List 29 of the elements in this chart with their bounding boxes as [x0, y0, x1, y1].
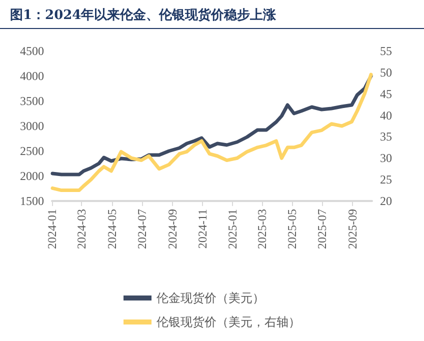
x-tick-label: 2025-09 — [346, 209, 360, 249]
y2-tick-label: 25 — [380, 172, 392, 187]
x-tick-label: 2025-05 — [285, 209, 299, 249]
x-tick-label: 2024-03 — [74, 209, 89, 249]
x-tick-label: 2025-07 — [315, 209, 330, 249]
y2-tick-label: 45 — [380, 86, 392, 101]
x-tick-label: 2024-05 — [104, 209, 119, 249]
x-tick-label: 2024-01 — [45, 209, 59, 249]
y-tick-label: 3000 — [20, 119, 44, 133]
x-tick-label: 2024-11 — [196, 209, 210, 249]
y-tick-label: 4000 — [20, 69, 44, 83]
x-tick-label: 2025-01 — [226, 209, 240, 249]
y-tick-label: 2000 — [20, 169, 44, 183]
y2-tick-label: 50 — [380, 65, 392, 80]
y2-tick-label: 40 — [380, 108, 392, 122]
y-tick-label: 3500 — [20, 94, 44, 108]
y-tick-label: 2500 — [20, 144, 44, 158]
y-tick-label: 4500 — [20, 44, 44, 58]
chart-title: 图1：2024年以来伦金、伦银现货价稳步上涨 — [0, 0, 424, 29]
y2-tick-label: 30 — [380, 151, 392, 166]
x-tick-label: 2025-03 — [254, 209, 269, 249]
y2-tick-label: 35 — [380, 130, 392, 144]
x-tick-label: 2024-09 — [165, 209, 180, 249]
y2-tick-label: 20 — [380, 194, 392, 208]
legend-label: 伦银现货价（美元，右轴） — [156, 315, 300, 329]
y2-tick-label: 55 — [380, 44, 392, 58]
x-tick-label: 2024-07 — [134, 209, 149, 249]
legend-label: 伦金现货价（美元） — [156, 291, 264, 305]
y-tick-label: 1500 — [20, 194, 44, 208]
